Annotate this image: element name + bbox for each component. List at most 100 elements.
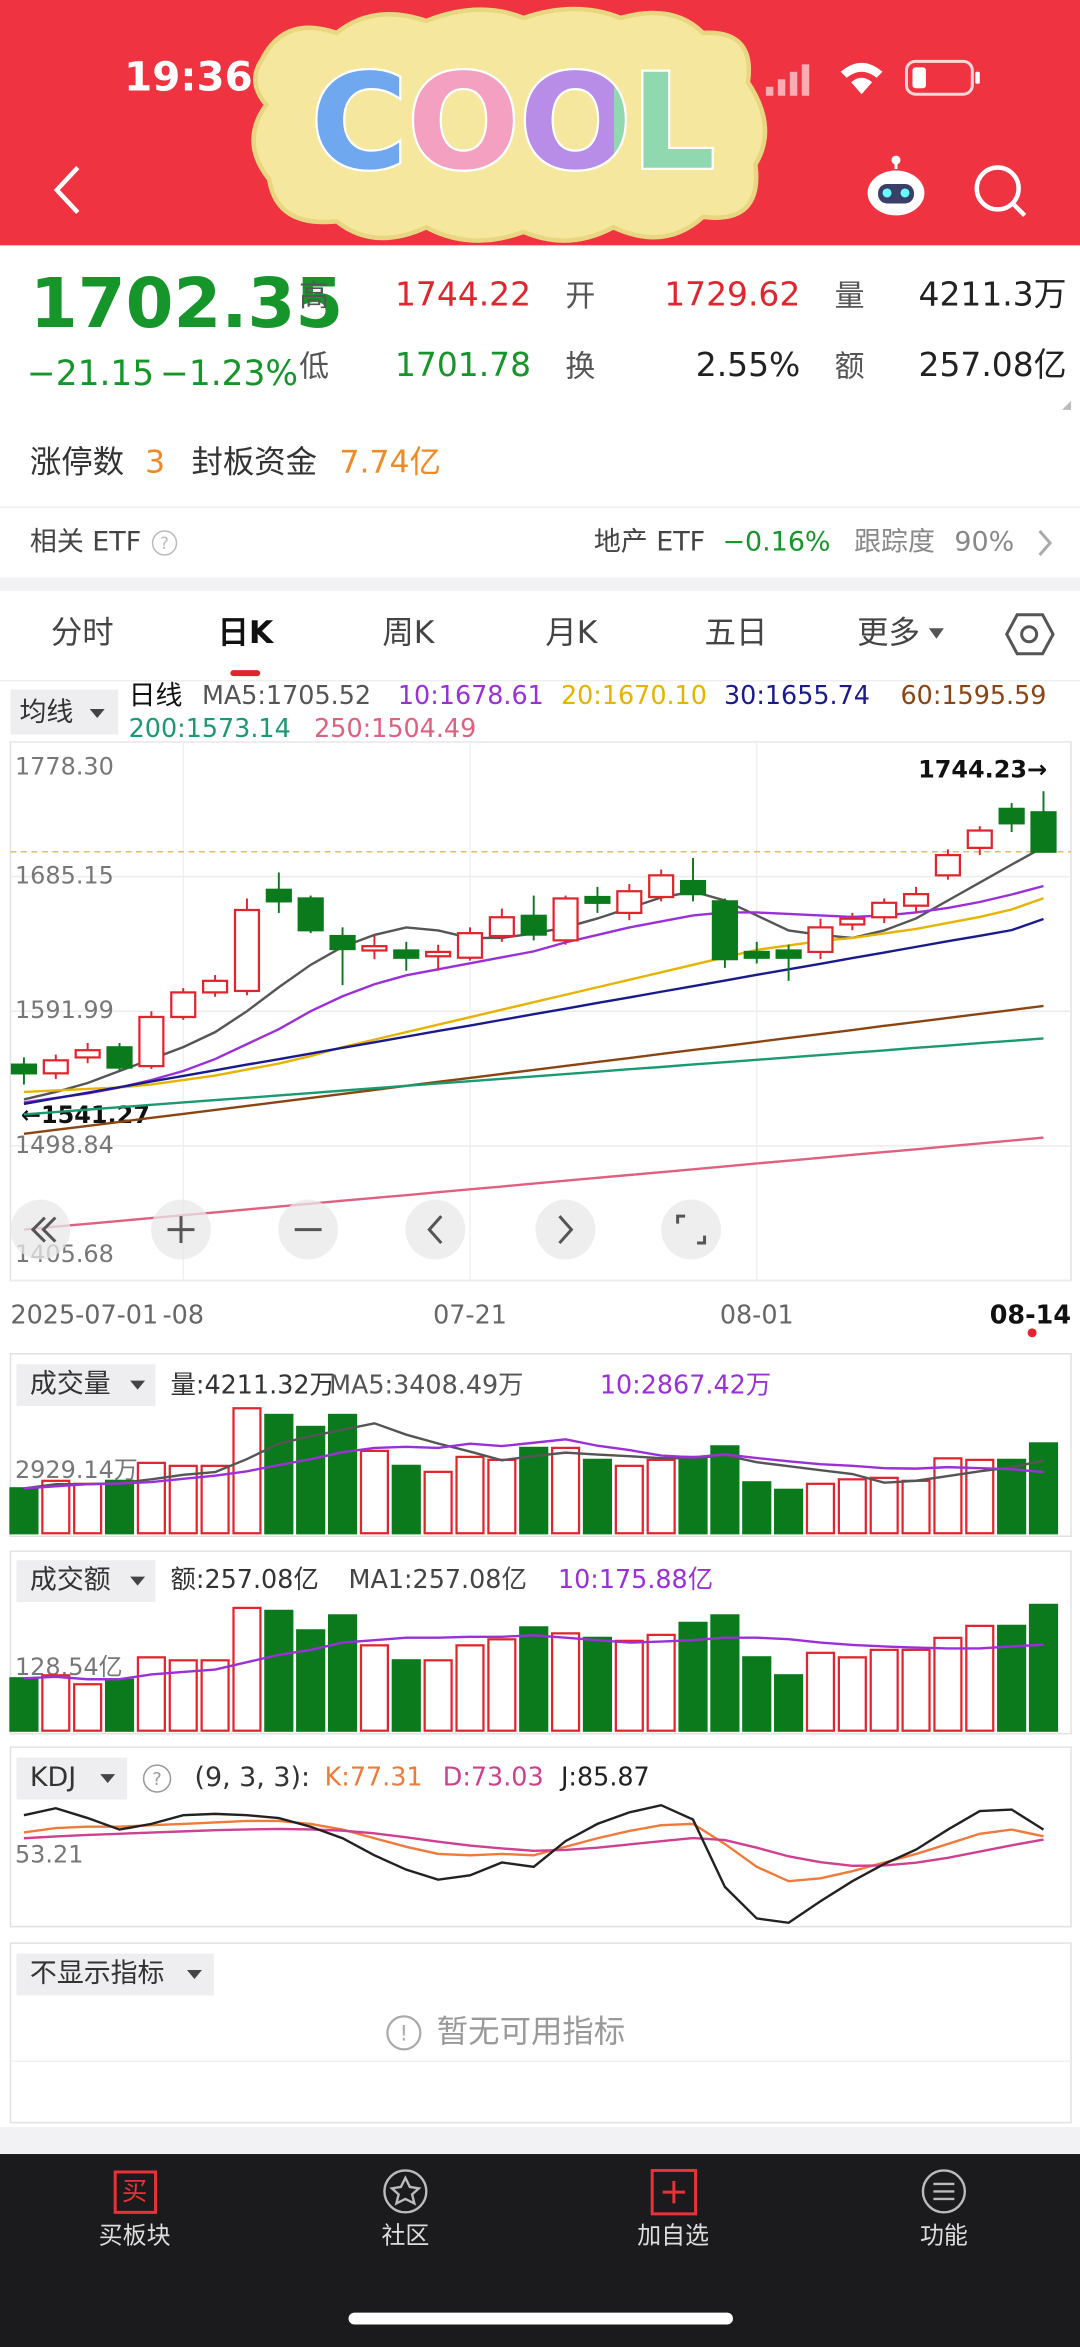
bar (997, 1458, 1027, 1535)
y-tick-label: 1498.84 (15, 1131, 114, 1159)
legend-entry: D:73.03 (443, 1762, 544, 1792)
bar (391, 1659, 421, 1732)
nav-label[interactable]: 功能 (920, 2221, 968, 2249)
tracking-label: 跟踪度 (854, 527, 935, 558)
bar (104, 1479, 135, 1535)
legend-entry: 200:1573.14 (129, 713, 291, 743)
etf-change: −0.16% (722, 527, 830, 558)
corner-mark (1062, 400, 1072, 410)
settings-icon[interactable] (1005, 613, 1055, 656)
field-label: 额 (835, 349, 865, 384)
indicator-selector[interactable] (16, 1953, 214, 1996)
tab[interactable]: 周K (382, 615, 435, 651)
dropdown-arrow (100, 1774, 116, 1784)
nav-icon[interactable] (650, 2168, 698, 2216)
field-value: 1701.78 (395, 345, 531, 384)
nav-label[interactable]: 社区 (381, 2221, 429, 2249)
bar (487, 1458, 517, 1535)
bar (455, 1455, 485, 1535)
bar (41, 1674, 71, 1732)
nav-icon-text[interactable]: 买 (122, 2176, 147, 2206)
zoom-reset[interactable] (10, 1199, 71, 1260)
bar (678, 1455, 708, 1535)
tab[interactable]: 更多 (857, 615, 920, 651)
candle-body (456, 932, 484, 959)
candle-body (616, 890, 643, 915)
tab-active[interactable]: 日K (217, 615, 274, 651)
bar (774, 1674, 804, 1732)
bar (710, 1614, 740, 1732)
kdj-selector-text[interactable]: KDJ (30, 1762, 76, 1793)
candle-body (807, 926, 834, 954)
kdj-params: (9, 3, 3): (194, 1762, 310, 1793)
nav-icon[interactable] (383, 2169, 428, 2214)
period-label: 日线 (129, 681, 183, 712)
volume-selector-text[interactable]: 成交量 (30, 1369, 111, 1400)
charts: 1405.681498.841591.991685.151778.302025-… (9, 680, 1072, 1925)
candle-body (584, 895, 611, 904)
candle-body (202, 979, 229, 994)
bar (327, 1614, 358, 1732)
search-icon[interactable] (974, 165, 1027, 217)
candle-body (393, 949, 420, 959)
line (23, 1803, 1045, 1925)
tab[interactable]: 月K (545, 615, 598, 651)
candle-body (488, 916, 515, 938)
bar (901, 1648, 931, 1732)
pan-left[interactable] (405, 1199, 466, 1260)
back-button[interactable] (53, 166, 80, 214)
limit-up-value: 3 (145, 445, 165, 481)
dropdown-arrow (89, 709, 105, 719)
nav-label[interactable]: 买板块 (99, 2221, 171, 2249)
x-tick-label: 08-01 (720, 1299, 794, 1329)
candle-body (552, 897, 579, 942)
status-time: 19:36 (124, 53, 253, 100)
nav-label[interactable]: 加自选 (637, 2221, 709, 2249)
settings-icon-dot (1020, 625, 1039, 644)
candle-body (138, 1015, 165, 1068)
help-icon[interactable]: ? (151, 530, 178, 556)
bar (391, 1464, 421, 1535)
legend-entry: MA5:3408.49万 (329, 1370, 523, 1400)
help-icon[interactable]: ? (142, 1764, 172, 1793)
amount-selector[interactable] (16, 1560, 156, 1603)
indicator-selector-text[interactable]: 不显示指标 (30, 1958, 165, 1989)
bar (519, 1626, 549, 1732)
assistant-icon[interactable] (867, 155, 925, 216)
etf-name[interactable]: 地产 ETF (594, 527, 705, 558)
candle-body (361, 945, 388, 952)
candle-body (966, 829, 993, 850)
bar (582, 1636, 613, 1732)
ma-selector-text[interactable]: 均线 (19, 697, 73, 728)
candle-body (74, 1049, 101, 1059)
kdj-frame (9, 1746, 1072, 1928)
tab[interactable]: 分时 (51, 615, 114, 651)
bar (997, 1624, 1027, 1732)
bar (646, 1633, 676, 1732)
nav-icon[interactable] (113, 2170, 158, 2214)
field-label: 低 (299, 349, 329, 384)
nav-icon[interactable] (921, 2169, 967, 2214)
svg-text:?: ? (160, 534, 169, 553)
legend-entry: K:77.31 (325, 1762, 423, 1792)
bar (933, 1636, 963, 1732)
field-label: 量 (835, 279, 865, 314)
tab[interactable]: 五日 (705, 615, 768, 651)
fullscreen[interactable] (661, 1199, 721, 1260)
x-tick-label: 08-14 (990, 1299, 1071, 1329)
x-tick-label: 07-21 (433, 1299, 507, 1329)
amount-selector-text[interactable]: 成交额 (30, 1565, 111, 1596)
tab-indicator (230, 670, 261, 677)
line (23, 1422, 1044, 1490)
amount-frame (9, 1550, 1072, 1735)
bar (582, 1458, 613, 1535)
pan-right[interactable] (535, 1199, 596, 1260)
bar (901, 1479, 931, 1535)
y-tick-label: 53.21 (15, 1840, 83, 1868)
bar (359, 1449, 389, 1535)
candle-body (902, 893, 930, 907)
bar (73, 1683, 103, 1732)
volume-selector[interactable] (16, 1364, 156, 1407)
